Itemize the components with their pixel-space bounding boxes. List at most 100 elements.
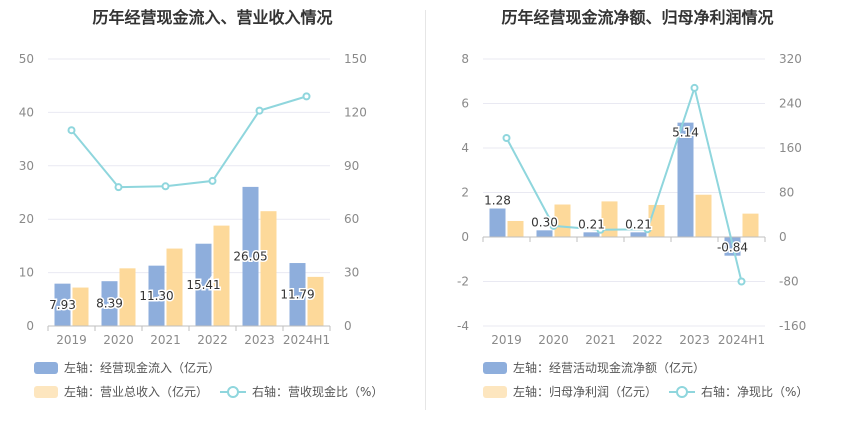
left-axis-tick-label: 50 — [19, 52, 34, 66]
legend-label: 右轴：净现比（%） — [701, 385, 809, 399]
left-axis-tick-label: 40 — [19, 105, 34, 119]
bar-orange — [119, 268, 136, 326]
legend-swatch-orange — [34, 385, 58, 398]
right-chart-panel: 历年经营现金流净额、归母净利润情况 -4 -2 0 2 4 6 8 -160 -80 0 80 160… — [425, 0, 850, 437]
right-legend-bar2[interactable]: 左轴：归母净利润（亿元） — [483, 383, 657, 400]
x-axis-tick-label: 2019 — [56, 333, 87, 347]
bar-orange — [554, 204, 571, 237]
bar-orange — [742, 213, 759, 237]
legend-swatch-line — [220, 385, 246, 398]
ratio-point — [737, 277, 746, 286]
bar-orange — [601, 201, 618, 237]
bar-blue — [101, 281, 118, 326]
legend-label: 右轴：营收现金比（%） — [252, 385, 384, 399]
right-legend-line[interactable]: 右轴：净现比（%） — [669, 383, 808, 400]
x-axis-tick-label: 2021 — [150, 333, 181, 347]
bar-orange — [72, 287, 89, 326]
bar-orange — [695, 194, 712, 237]
bar-blue — [583, 232, 600, 237]
ratio-line — [70, 95, 307, 189]
right-axis-tick-label: 80 — [779, 186, 794, 200]
right-axis-tick-label: 150 — [344, 52, 367, 66]
left-axis-tick-label: 10 — [19, 266, 34, 280]
ratio-point — [161, 182, 170, 191]
ratio-point — [67, 126, 76, 135]
bar-blue — [54, 283, 71, 326]
right-axis-tick-label: 90 — [344, 159, 359, 173]
legend-swatch-blue — [34, 361, 58, 374]
legend-label: 左轴：归母净利润（亿元） — [513, 385, 658, 399]
bar-data-label: 11.79 — [280, 288, 314, 302]
left-legend-bar2[interactable]: 左轴：营业总收入（亿元） — [34, 383, 208, 400]
right-axis-tick-label: 60 — [344, 212, 359, 226]
ratio-point — [502, 133, 511, 142]
left-chart-title: 历年经营现金流入、营业收入情况 — [92, 8, 333, 27]
left-axis-tick-label: 0 — [26, 319, 34, 333]
bar-data-label: 5.14 — [672, 126, 699, 140]
ratio-point — [690, 83, 699, 92]
left-chart-panel: 历年经营现金流入、营业收入情况 0 10 20 30 40 50 0 30 60 90 120 150… — [19, 8, 384, 400]
bar-blue — [242, 186, 259, 326]
left-axis-tick-label: 0 — [461, 230, 469, 244]
left-legend-line[interactable]: 右轴：营收现金比（%） — [220, 383, 383, 400]
bar-blue — [630, 232, 647, 237]
bar-orange — [307, 276, 324, 326]
left-axis-tick-label: 6 — [461, 97, 469, 111]
ratio-point — [596, 225, 605, 234]
right-axis-tick-label: 0 — [344, 319, 352, 333]
x-axis-tick-label: 2022 — [197, 333, 228, 347]
left-axis-tick-label: 20 — [19, 212, 34, 226]
legend-swatch-line — [669, 385, 695, 398]
bar-data-label: 7.93 — [49, 298, 76, 312]
x-axis-tick-label: 2023 — [679, 333, 710, 347]
bar-data-label: 0.21 — [578, 217, 605, 231]
ratio-point — [643, 225, 652, 234]
bar-blue — [489, 208, 506, 237]
left-axis-tick-label: 4 — [461, 141, 469, 155]
x-axis-tick-label: 2022 — [632, 333, 663, 347]
left-axis-tick-label: 8 — [461, 52, 469, 66]
left-legend-bar1[interactable]: 左轴：经营现金流入（亿元） — [34, 359, 220, 376]
left-axis-tick-label: 2 — [461, 186, 469, 200]
right-axis-tick-label: 120 — [344, 105, 367, 119]
legend-label: 左轴：经营活动现金流净额（亿元） — [513, 361, 706, 375]
bar-orange — [507, 220, 524, 237]
x-axis-tick-label: 2020 — [538, 333, 569, 347]
x-axis-tick-label: 2024H1 — [718, 333, 765, 347]
legend-swatch-orange — [483, 385, 507, 398]
right-chart-svg: -4 -2 0 2 4 6 8 -160 -80 0 80 160 240 320 2019 2020 2021… — [457, 52, 806, 347]
ratio-point — [255, 106, 264, 115]
legend-label: 左轴：经营现金流入（亿元） — [64, 361, 221, 375]
bar-orange — [213, 225, 230, 326]
x-axis-tick-label: 2021 — [585, 333, 616, 347]
right-chart-title: 历年经营现金流净额、归母净利润情况 — [501, 8, 774, 27]
right-axis-tick-label: -80 — [779, 275, 799, 289]
bar-orange — [166, 248, 183, 326]
right-axis-tick-label: 240 — [779, 97, 802, 111]
bar-orange — [260, 211, 277, 326]
panel-divider — [425, 10, 426, 410]
left-axis-tick-label: -4 — [457, 319, 469, 333]
bar-blue — [536, 230, 553, 237]
ratio-point — [549, 221, 558, 230]
left-chart-svg: 0 10 20 30 40 50 0 30 60 90 120 150 2019 2020 2021 2022… — [19, 52, 367, 347]
right-axis-tick-label: 30 — [344, 266, 359, 280]
x-axis-tick-label: 2024H1 — [283, 333, 330, 347]
left-axis-tick-label: -2 — [457, 275, 469, 289]
bar-blue — [677, 122, 694, 237]
right-axis-tick-label: 160 — [779, 141, 802, 155]
bar-data-label: -0.84 — [717, 241, 748, 255]
bar-data-label: 1.28 — [484, 194, 511, 208]
bar-blue — [148, 265, 165, 326]
bar-data-label: 26.05 — [233, 249, 267, 263]
right-axis-tick-label: 320 — [779, 52, 802, 66]
ratio-point — [302, 92, 311, 101]
right-legend-bar1[interactable]: 左轴：经营活动现金流净额（亿元） — [483, 359, 705, 376]
x-axis-tick-label: 2020 — [103, 333, 134, 347]
x-axis-tick-label: 2023 — [244, 333, 275, 347]
bar-data-label: 15.41 — [186, 278, 220, 292]
legend-swatch-blue — [483, 361, 507, 374]
left-axis-tick-label: 30 — [19, 159, 34, 173]
bar-data-label: 8.39 — [96, 297, 123, 311]
ratio-point — [208, 176, 217, 185]
